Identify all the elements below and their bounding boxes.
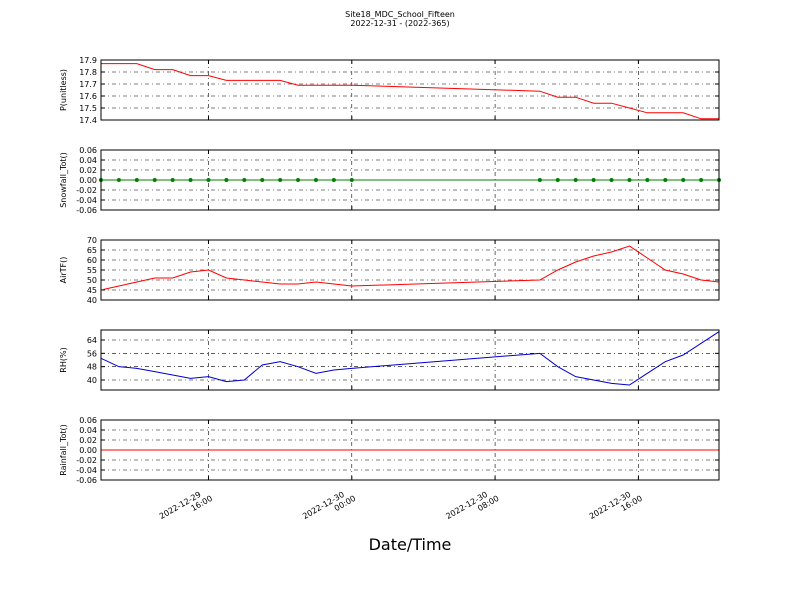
y-tick-label: -0.02 (76, 456, 97, 465)
data-point (555, 178, 560, 182)
x-tick-label: 2022-12-3000:00 (301, 486, 357, 529)
data-point (573, 178, 578, 182)
y-tick-label: 48 (87, 363, 97, 372)
data-line (100, 245, 720, 291)
x-tick-label: 2022-12-3008:00 (444, 486, 500, 529)
y-tick-label: 17.5 (79, 104, 97, 113)
data-point (278, 178, 283, 182)
figure-title: Site18_MDC_School_Fifteen (345, 10, 455, 19)
plot-frame (101, 60, 719, 120)
y-tick-label: -0.04 (76, 196, 97, 205)
x-tick-label: 2022-12-3016:00 (588, 486, 644, 529)
data-point (152, 178, 157, 182)
data-point (609, 178, 614, 182)
data-point (591, 178, 596, 182)
x-axis-label: Date/Time (369, 535, 452, 554)
data-point (681, 178, 686, 182)
x-tick-label: 2022-12-2916:00 (158, 486, 214, 529)
figure-subtitle: 2022-12-31 - (2022-365) (350, 19, 449, 28)
data-point (206, 178, 211, 182)
data-point (537, 178, 542, 182)
y-axis-label: RH(%) (59, 347, 68, 372)
y-tick-label: 55 (87, 266, 97, 275)
plot-border (100, 59, 720, 121)
plot-border (100, 329, 720, 391)
y-tick-label: 50 (87, 276, 97, 285)
y-tick-label: 45 (87, 286, 97, 295)
data-point (627, 178, 632, 182)
y-tick-label: 60 (87, 256, 97, 265)
data-point (170, 178, 175, 182)
y-axis-label: P(unitless) (59, 69, 68, 111)
y-tick-label: 40 (87, 376, 97, 385)
data-point (188, 178, 193, 182)
data-point (116, 178, 121, 182)
y-tick-label: 0.00 (79, 176, 97, 185)
y-tick-label: 0.04 (79, 156, 97, 165)
data-point (242, 178, 247, 182)
y-tick-label: 64 (87, 336, 97, 345)
data-point (645, 178, 650, 182)
data-point (331, 178, 336, 182)
y-tick-label: 17.9 (79, 56, 97, 65)
y-axis-label: AirTF() (59, 257, 68, 284)
plot-border (100, 149, 720, 211)
data-point (296, 178, 301, 182)
y-tick-label: 56 (87, 349, 97, 358)
y-tick-label: 0.00 (79, 446, 97, 455)
y-axis-label: Rainfall_Tot() (59, 424, 68, 476)
y-tick-label: 0.02 (79, 166, 97, 175)
y-tick-label: 17.8 (79, 68, 97, 77)
y-tick-label: -0.06 (76, 206, 97, 215)
y-tick-label: 65 (87, 246, 97, 255)
data-line (101, 63, 719, 120)
y-axis-label: Snowfall_Tot() (59, 152, 68, 208)
data-point (313, 178, 318, 182)
y-tick-label: 0.04 (79, 426, 97, 435)
data-point (224, 178, 229, 182)
y-tick-label: 17.7 (79, 80, 97, 89)
data-line (100, 331, 720, 386)
y-tick-label: 0.06 (79, 146, 97, 155)
data-point (260, 178, 265, 182)
y-tick-label: 40 (87, 296, 97, 305)
data-point (663, 178, 668, 182)
data-point (349, 178, 354, 182)
y-tick-label: 17.6 (79, 92, 97, 101)
data-point (699, 178, 704, 182)
y-tick-label: -0.02 (76, 186, 97, 195)
y-tick-label: -0.06 (76, 476, 97, 485)
plot-border (100, 419, 720, 481)
y-tick-label: -0.04 (76, 466, 97, 475)
y-tick-label: 0.06 (79, 416, 97, 425)
plot-border (100, 239, 720, 301)
y-tick-label: 70 (87, 236, 97, 245)
data-point (134, 178, 139, 182)
plot-frame (101, 330, 719, 390)
y-tick-label: 0.02 (79, 436, 97, 445)
y-tick-label: 17.4 (79, 116, 97, 125)
